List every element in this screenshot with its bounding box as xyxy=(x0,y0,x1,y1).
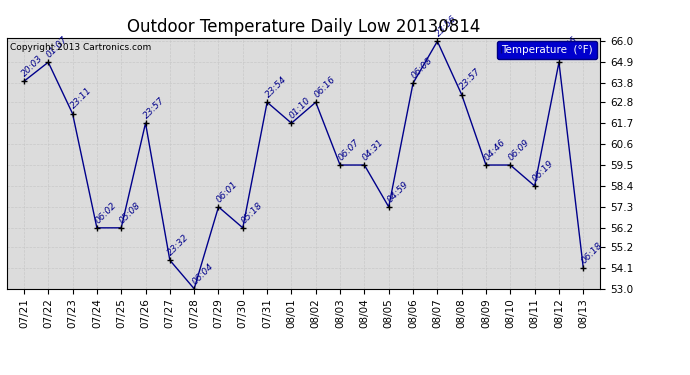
Text: 06:04: 06:04 xyxy=(190,261,215,286)
Text: 04:59: 04:59 xyxy=(385,179,410,204)
Text: 23:57: 23:57 xyxy=(142,96,167,120)
Text: Copyright 2013 Cartronics.com: Copyright 2013 Cartronics.com xyxy=(10,42,151,51)
Title: Outdoor Temperature Daily Low 20130814: Outdoor Temperature Daily Low 20130814 xyxy=(127,18,480,36)
Text: 06:01: 06:01 xyxy=(215,179,239,204)
Text: 01:07: 01:07 xyxy=(45,35,70,60)
Legend: Temperature  (°F): Temperature (°F) xyxy=(497,40,597,59)
Text: 23:11: 23:11 xyxy=(69,86,94,111)
Text: 04:31: 04:31 xyxy=(361,138,386,162)
Text: 06:08: 06:08 xyxy=(409,56,434,80)
Text: 23:56: 23:56 xyxy=(434,14,459,39)
Text: 06:16: 06:16 xyxy=(312,75,337,99)
Text: 23:32: 23:32 xyxy=(166,232,191,257)
Text: 23:57: 23:57 xyxy=(458,67,483,92)
Text: 04:46: 04:46 xyxy=(482,138,507,162)
Text: 23:56: 23:56 xyxy=(555,35,580,60)
Text: 05:18: 05:18 xyxy=(239,200,264,225)
Text: 23:54: 23:54 xyxy=(264,75,288,99)
Text: 06:07: 06:07 xyxy=(337,138,362,162)
Text: 06:09: 06:09 xyxy=(506,138,531,162)
Text: 20:03: 20:03 xyxy=(20,54,45,78)
Text: 06:19: 06:19 xyxy=(531,159,556,183)
Text: 06:18: 06:18 xyxy=(580,240,604,265)
Text: 06:02: 06:02 xyxy=(93,200,118,225)
Text: 05:08: 05:08 xyxy=(117,200,142,225)
Text: 01:10: 01:10 xyxy=(288,96,313,120)
